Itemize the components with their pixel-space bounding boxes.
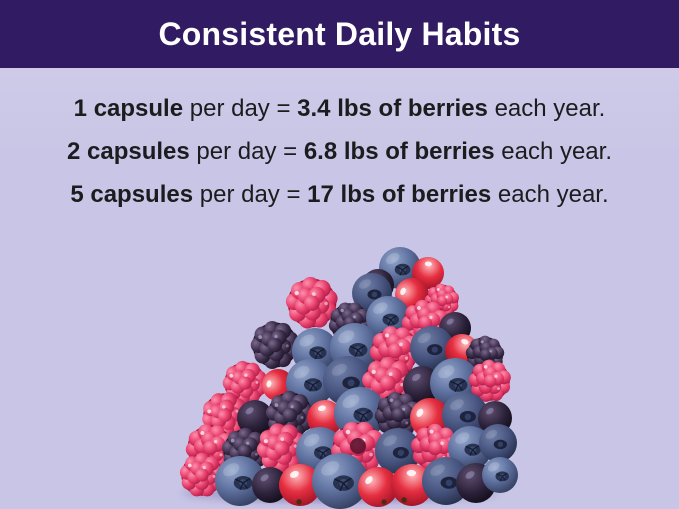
dose-3: 5 capsules — [70, 181, 194, 208]
amount-3: 17 lbs of berries — [307, 181, 492, 208]
amount-2: 6.8 lbs of berries — [303, 138, 495, 165]
habit-text-block: 1 capsule per day = 3.4 lbs of berries e… — [0, 87, 679, 216]
berries-pile-image — [150, 246, 519, 509]
habit-line-1: 1 capsule per day = 3.4 lbs of berries e… — [0, 87, 679, 130]
tail-1: each year. — [487, 95, 606, 122]
dose-2: 2 capsules — [67, 138, 190, 165]
tail-3: each year. — [491, 181, 609, 208]
habit-line-3: 5 capsules per day = 17 lbs of berries e… — [0, 173, 679, 216]
mid-1: per day = — [183, 95, 298, 122]
tail-2: each year. — [494, 138, 612, 165]
amount-1: 3.4 lbs of berries — [297, 95, 488, 122]
page-title: Consistent Daily Habits — [158, 15, 521, 52]
mid-2: per day = — [189, 138, 304, 165]
header-bar: Consistent Daily Habits — [0, 0, 679, 68]
mid-3: per day = — [193, 181, 308, 208]
habit-line-2: 2 capsules per day = 6.8 lbs of berries … — [0, 130, 679, 173]
dose-1: 1 capsule — [73, 95, 184, 122]
